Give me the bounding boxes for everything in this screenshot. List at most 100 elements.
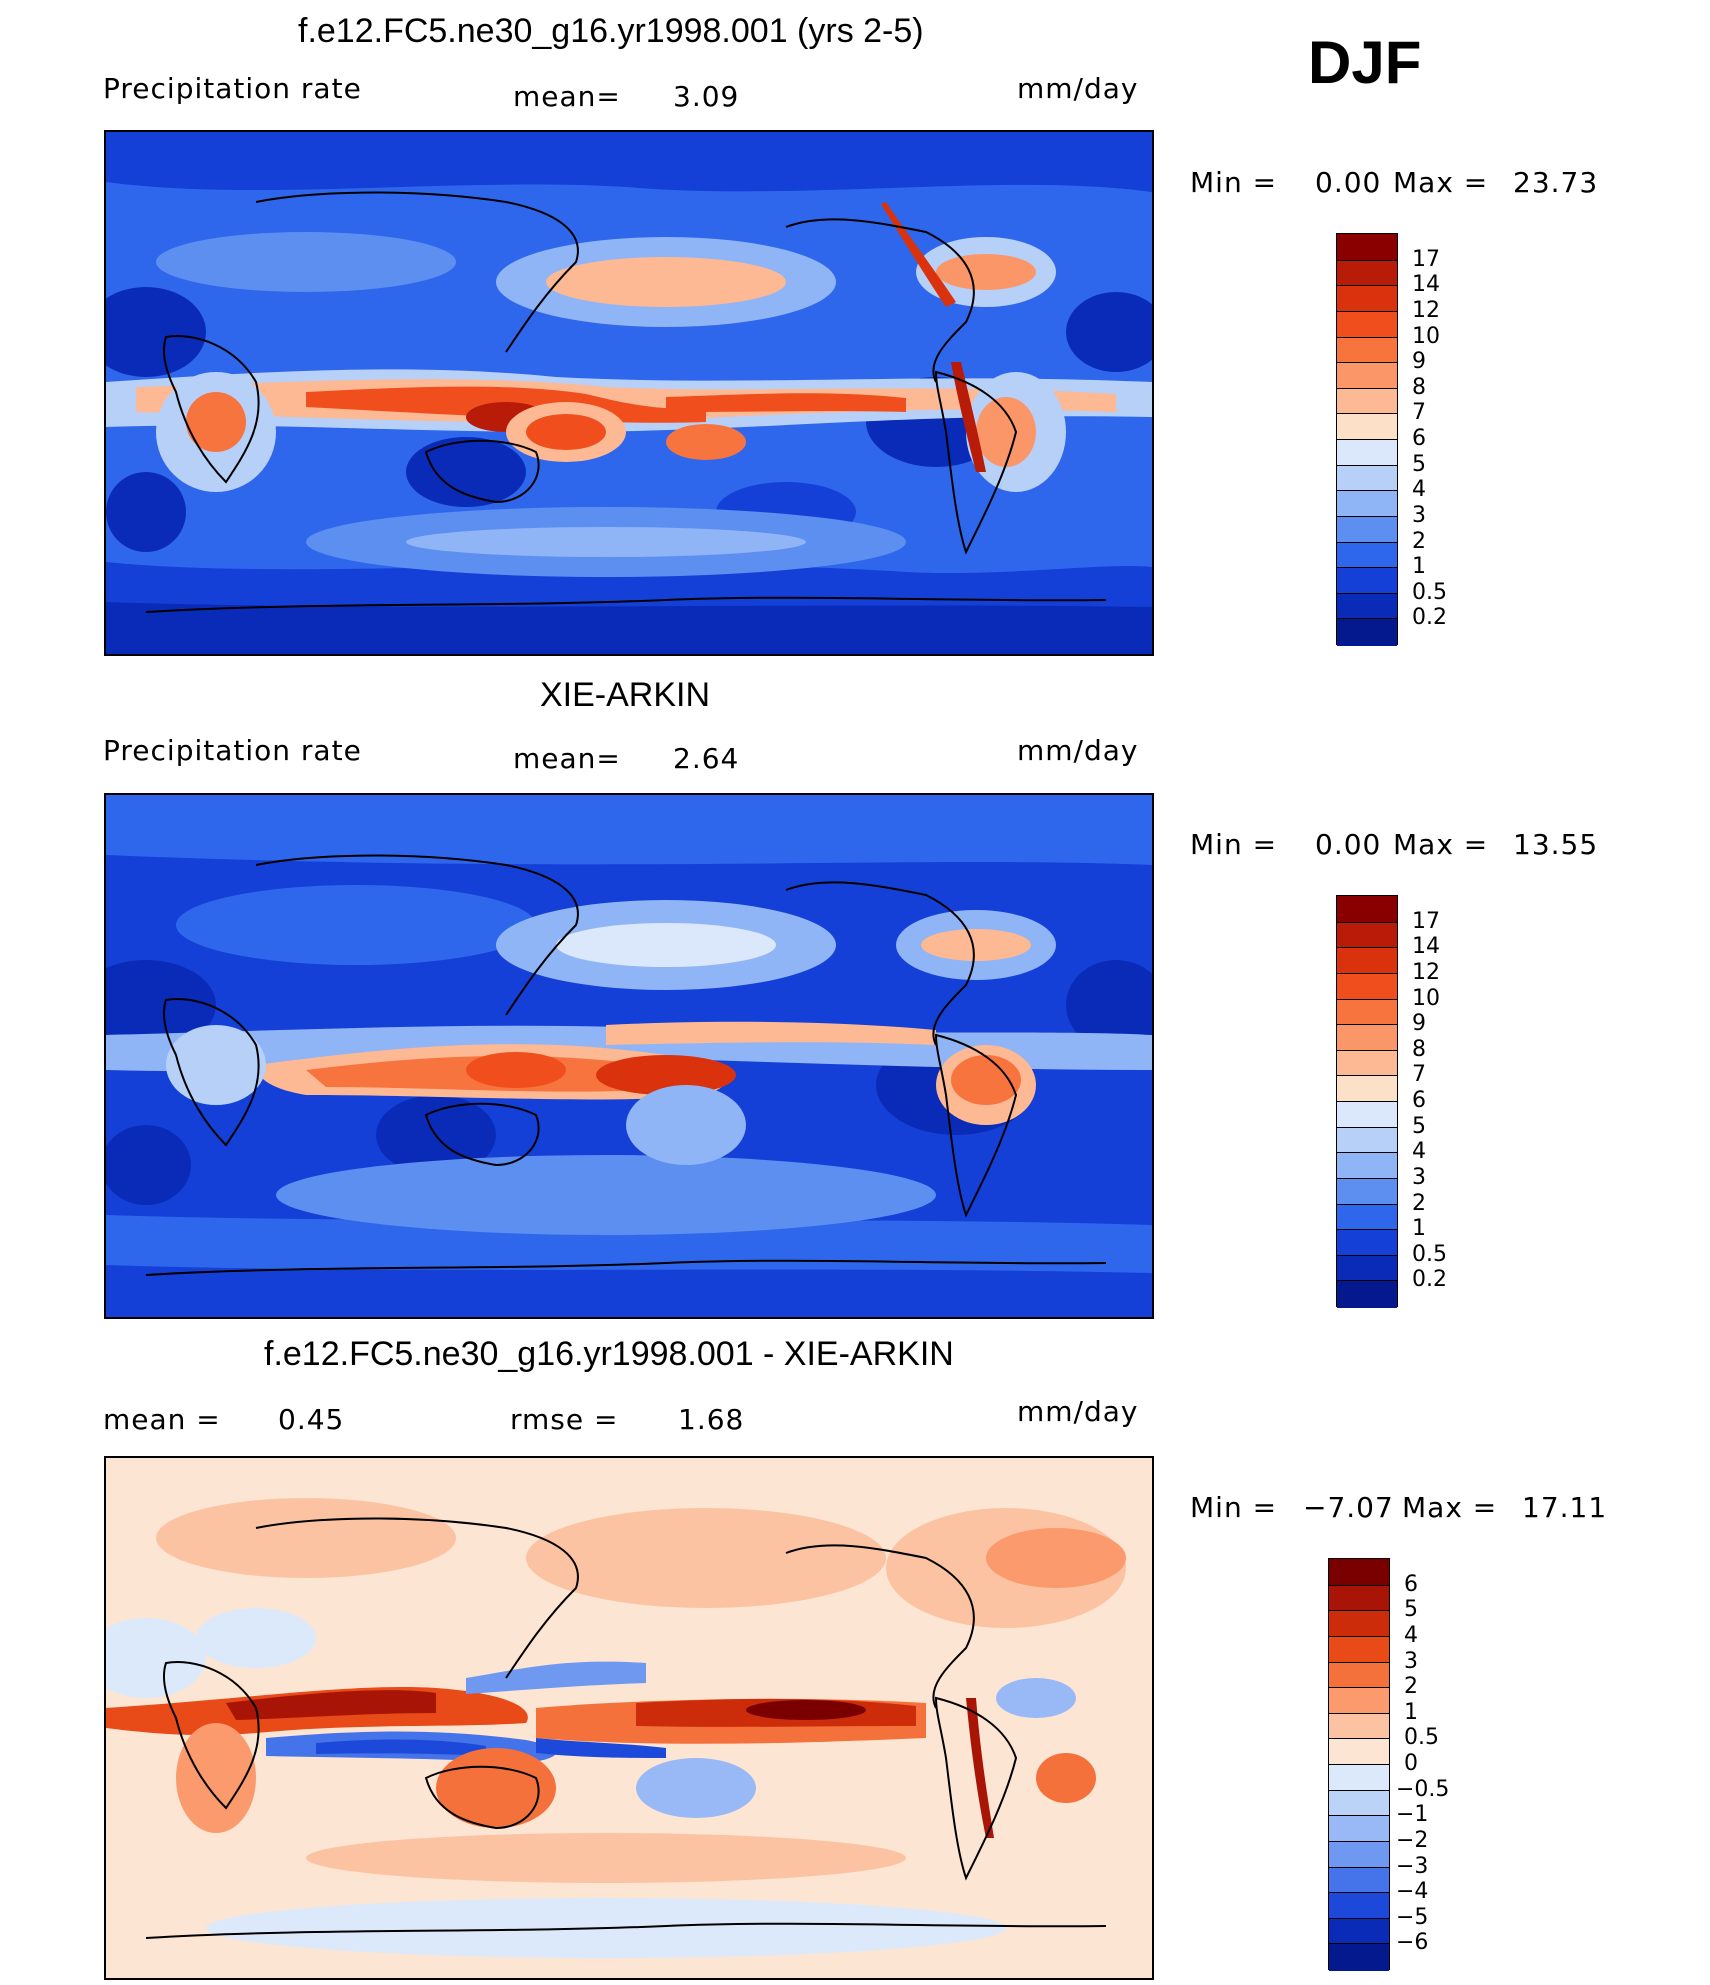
- units-label: mm/day: [1017, 734, 1139, 767]
- units-label: mm/day: [1017, 1395, 1139, 1428]
- colorbar-segment: [1337, 1203, 1397, 1231]
- map-contours: [106, 132, 1152, 654]
- colorbar-tick-label: 6: [1404, 1571, 1418, 1597]
- colorbar-segment: [1337, 972, 1397, 1000]
- colorbar-segment: [1337, 592, 1397, 620]
- colorbar-segment: [1337, 464, 1397, 492]
- colorbar-tick-label: 14: [1412, 934, 1440, 960]
- colorbar-segment: [1337, 541, 1397, 569]
- season-label: DJF: [1308, 29, 1422, 96]
- colorbar-segment: [1337, 413, 1397, 441]
- colorbar-segment: [1329, 1738, 1389, 1766]
- colorbar-tick-label: 6: [1412, 426, 1426, 451]
- colorbar-tick-label: 5: [1412, 451, 1426, 477]
- colorbar-segment: [1329, 1917, 1389, 1945]
- colorbar-segment: [1337, 1254, 1397, 1282]
- min-value: −7.07: [1303, 1491, 1394, 1524]
- colorbar-segment: [1337, 1101, 1397, 1129]
- colorbar-tick-label: 0.2: [1412, 605, 1447, 631]
- colorbar-segment: [1329, 1866, 1389, 1894]
- map-contours: [106, 1458, 1152, 1978]
- precipitation-map: [104, 130, 1154, 656]
- max-value: 13.55: [1513, 828, 1599, 861]
- colorbar-segment: [1329, 1584, 1389, 1612]
- mean-value: 3.09: [673, 80, 740, 113]
- colorbar-tick-label: −2: [1396, 1827, 1429, 1853]
- colorbar-tick-label: 4: [1404, 1622, 1418, 1648]
- max-label: Max =: [1393, 166, 1489, 199]
- colorbar-segment: [1329, 1712, 1389, 1740]
- colorbar-tick-label: 2: [1412, 528, 1426, 554]
- colorbar-tick-label: −3: [1396, 1853, 1429, 1879]
- colorbar-tick-label: 1: [1412, 1216, 1426, 1242]
- colorbar-tick-label: 3: [1412, 502, 1426, 528]
- colorbar-segment: [1337, 490, 1397, 518]
- colorbar-segment: [1329, 1687, 1389, 1715]
- colorbar-segment: [1337, 1177, 1397, 1205]
- colorbar-segment: [1337, 1049, 1397, 1077]
- colorbar-segment: [1329, 1943, 1389, 1971]
- colorbar: [1336, 895, 1398, 1308]
- colorbar-tick-label: 2: [1404, 1674, 1418, 1700]
- colorbar-segment: [1329, 1764, 1389, 1792]
- mean-label: mean=: [513, 742, 621, 775]
- colorbar-segment: [1337, 1126, 1397, 1154]
- colorbar-tick-label: 3: [1412, 1164, 1426, 1190]
- colorbar-segment: [1337, 1024, 1397, 1052]
- rmse-label: rmse =: [510, 1403, 619, 1436]
- colorbar-tick-label: 12: [1412, 959, 1440, 985]
- colorbar-tick-label: 1: [1412, 554, 1426, 580]
- colorbar-segment: [1337, 947, 1397, 975]
- max-value: 17.11: [1522, 1491, 1608, 1524]
- colorbar-segment: [1337, 896, 1397, 923]
- colorbar-tick-label: 2: [1412, 1190, 1426, 1216]
- variable-label: Precipitation rate: [103, 734, 362, 767]
- colorbar-segment: [1337, 234, 1397, 261]
- colorbar-segment: [1329, 1661, 1389, 1689]
- colorbar-tick-label: 1: [1404, 1699, 1418, 1725]
- min-value: 0.00: [1315, 828, 1382, 861]
- colorbar-tick-label: 7: [1412, 1062, 1426, 1088]
- colorbar-segment: [1337, 618, 1397, 646]
- colorbar-segment: [1337, 1280, 1397, 1308]
- colorbar-segment: [1337, 515, 1397, 543]
- colorbar-tick-label: 10: [1412, 323, 1440, 349]
- colorbar-tick-label: 7: [1412, 400, 1426, 426]
- colorbar-segment: [1337, 362, 1397, 390]
- colorbar-segment: [1337, 336, 1397, 364]
- colorbar-segment: [1329, 1635, 1389, 1663]
- colorbar-tick-label: 3: [1404, 1648, 1418, 1674]
- panel-title: f.e12.FC5.ne30_g16.yr1998.001 (yrs 2-5): [298, 12, 924, 50]
- colorbar-tick-label: 0.2: [1412, 1267, 1447, 1293]
- rmse-value: 1.68: [678, 1403, 745, 1436]
- colorbar-segment: [1329, 1840, 1389, 1868]
- colorbar-tick-label: 0.5: [1404, 1725, 1439, 1751]
- colorbar-segment: [1337, 921, 1397, 949]
- colorbar-segment: [1329, 1789, 1389, 1817]
- colorbar-tick-label: 0.5: [1412, 1241, 1447, 1267]
- units-label: mm/day: [1017, 72, 1139, 105]
- colorbar-tick-label: −0.5: [1396, 1776, 1450, 1802]
- min-label: Min =: [1190, 828, 1278, 861]
- min-label: Min =: [1190, 166, 1278, 199]
- colorbar-tick-label: 9: [1412, 349, 1426, 375]
- min-label: Min =: [1190, 1491, 1278, 1524]
- panel-title: XIE-ARKIN: [540, 676, 711, 714]
- colorbar: [1336, 233, 1398, 646]
- max-label: Max =: [1393, 828, 1489, 861]
- variable-label: Precipitation rate: [103, 72, 362, 105]
- colorbar-tick-label: 5: [1404, 1597, 1418, 1623]
- mean-value: 2.64: [673, 742, 740, 775]
- difference-map: [104, 1456, 1154, 1980]
- colorbar-tick-label: 4: [1412, 1139, 1426, 1165]
- colorbar-tick-label: −1: [1396, 1802, 1429, 1828]
- mean-value: 0.45: [278, 1403, 345, 1436]
- colorbar-segment: [1337, 387, 1397, 415]
- colorbar-tick-label: 17: [1412, 908, 1440, 934]
- precipitation-map: [104, 793, 1154, 1319]
- colorbar-segment: [1329, 1610, 1389, 1638]
- colorbar-tick-label: 8: [1412, 1036, 1426, 1062]
- colorbar-tick-label: 0.5: [1412, 579, 1447, 605]
- colorbar-tick-label: 10: [1412, 985, 1440, 1011]
